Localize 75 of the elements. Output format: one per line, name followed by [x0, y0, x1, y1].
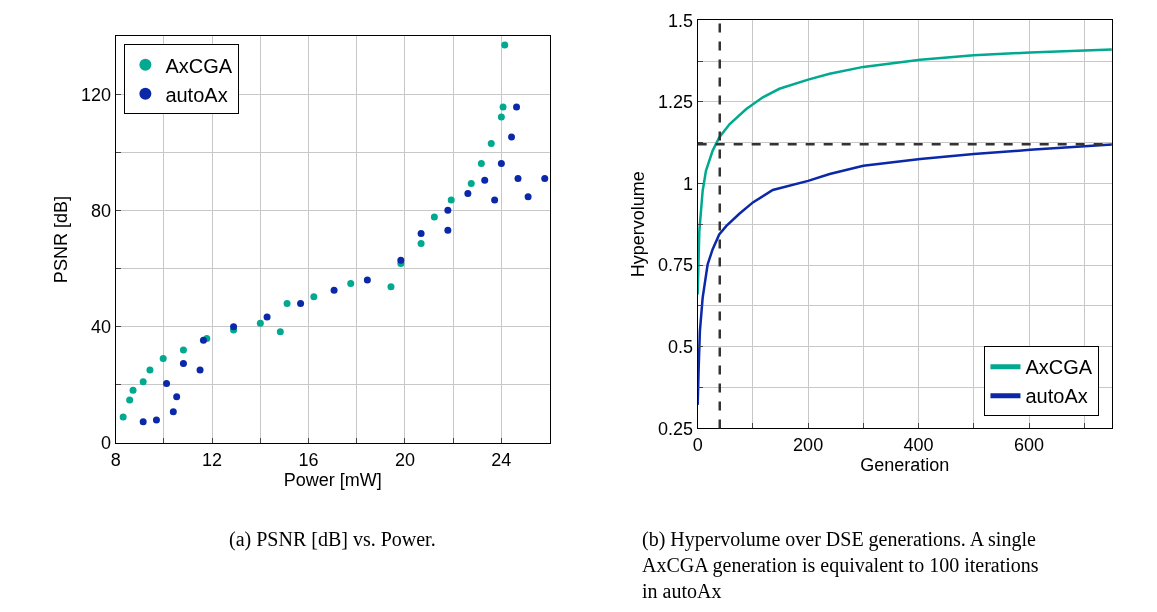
point: [363, 276, 371, 284]
point: [310, 293, 318, 301]
point: [487, 139, 495, 147]
point: [139, 378, 147, 386]
point: [173, 393, 181, 401]
point: [330, 286, 338, 294]
point: [513, 103, 521, 111]
x-axis-title: Generation: [860, 455, 950, 476]
point: [152, 416, 160, 424]
point: [499, 103, 507, 111]
point: [491, 196, 499, 204]
point: [447, 196, 455, 204]
point: [256, 319, 264, 327]
line-series: [697, 48, 1112, 296]
point: [119, 413, 127, 421]
point: [464, 189, 472, 197]
point: [263, 313, 271, 321]
point: [387, 283, 395, 291]
point: [444, 206, 452, 214]
point: [507, 133, 515, 141]
point: [417, 230, 425, 237]
y-tick-label: 0.75: [657, 255, 693, 276]
point: [501, 41, 509, 49]
y-tick-label: 0.5: [667, 337, 693, 358]
y-tick-label: 0.25: [657, 418, 693, 439]
point: [467, 179, 475, 187]
x-tick-label: 20: [394, 449, 415, 470]
point: [497, 113, 505, 121]
point: [283, 300, 291, 308]
point: [514, 175, 522, 183]
legend-label: autoAx: [165, 83, 228, 106]
x-tick-label: 600: [1014, 435, 1045, 456]
point: [497, 159, 505, 167]
x-tick-label: 12: [202, 449, 223, 470]
point: [146, 366, 154, 374]
y-tick-label: 80: [90, 200, 111, 221]
point: [541, 175, 549, 183]
y-tick-label: 1.25: [657, 92, 693, 113]
x-axis-title: Power [mW]: [283, 469, 382, 490]
text: (b) Hypervolume over DSE generations. A single AxCGA generation is equivalent to 100 iterations in autoAx: [642, 528, 1039, 602]
legend-label: autoAx: [1025, 385, 1088, 408]
y-axis-title: Hypervolume: [628, 171, 649, 278]
point: [417, 239, 425, 247]
point: [159, 355, 167, 362]
point: [481, 176, 489, 184]
x-tick-label: 400: [903, 435, 934, 456]
point: [276, 328, 284, 336]
y-tick-label: 1.5: [667, 10, 693, 31]
point: [163, 380, 171, 387]
legend-label: AxCGA: [1025, 356, 1093, 379]
point: [297, 300, 305, 308]
point: [477, 159, 485, 167]
point: [430, 213, 438, 221]
legend-label: AxCGA: [165, 54, 233, 77]
point: [129, 386, 137, 394]
y-tick-label: 40: [90, 317, 111, 338]
text: (a) PSNR [dB] vs. Power.: [229, 528, 436, 551]
x-tick-label: 200: [793, 435, 824, 456]
point: [126, 396, 134, 404]
x-tick-label: 16: [298, 449, 319, 470]
y-axis-title: PSNR [dB]: [51, 196, 72, 284]
point: [347, 280, 355, 287]
line-series: [697, 143, 1112, 407]
point: [196, 366, 204, 374]
point: [199, 336, 207, 344]
point: [444, 226, 452, 234]
point: [169, 408, 177, 416]
point: [139, 418, 147, 426]
y-tick-label: 1: [682, 173, 693, 194]
point: [524, 193, 532, 201]
y-tick-label: 120: [80, 84, 111, 105]
point: [179, 359, 187, 367]
x-tick-label: 24: [491, 449, 512, 470]
point: [179, 346, 187, 354]
x-tick-label: 8: [110, 449, 121, 470]
